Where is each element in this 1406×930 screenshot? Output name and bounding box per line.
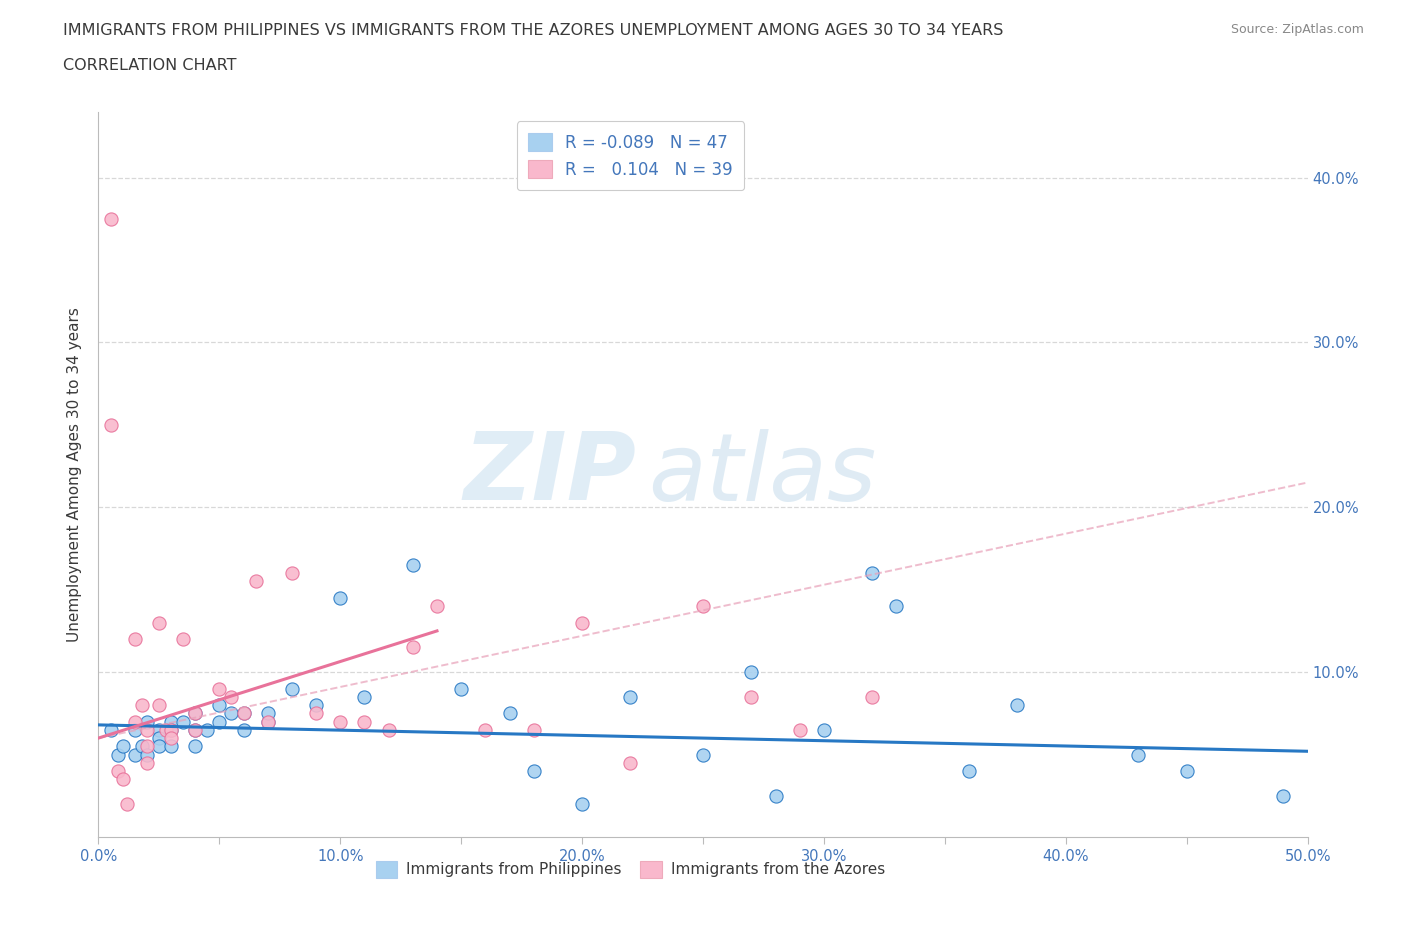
Point: [765, 789, 787, 804]
Point: [107, 764, 129, 778]
Point: [135, 723, 157, 737]
Point: [124, 631, 146, 646]
Point: [619, 755, 641, 770]
Point: [281, 681, 304, 696]
Point: [1007, 698, 1029, 712]
Point: [184, 706, 207, 721]
Point: [813, 723, 835, 737]
Point: [100, 723, 122, 737]
Text: atlas: atlas: [648, 429, 877, 520]
Point: [135, 747, 157, 762]
Point: [232, 706, 254, 721]
Point: [402, 640, 425, 655]
Point: [523, 764, 546, 778]
Point: [107, 747, 129, 762]
Point: [184, 723, 207, 737]
Point: [1175, 764, 1198, 778]
Point: [232, 706, 254, 721]
Point: [160, 738, 183, 753]
Text: CORRELATION CHART: CORRELATION CHART: [63, 58, 236, 73]
Point: [571, 616, 593, 631]
Point: [256, 714, 278, 729]
Point: [281, 565, 304, 580]
Point: [886, 599, 908, 614]
Text: Source: ZipAtlas.com: Source: ZipAtlas.com: [1230, 23, 1364, 36]
Point: [131, 698, 153, 712]
Point: [131, 738, 153, 753]
Point: [100, 418, 122, 432]
Point: [172, 631, 194, 646]
Point: [692, 747, 714, 762]
Point: [377, 723, 399, 737]
Point: [135, 714, 157, 729]
Point: [256, 706, 278, 721]
Point: [232, 723, 254, 737]
Point: [305, 698, 328, 712]
Point: [523, 723, 546, 737]
Point: [124, 714, 146, 729]
Point: [692, 599, 714, 614]
Point: [184, 723, 207, 737]
Point: [402, 557, 425, 572]
Point: [789, 723, 811, 737]
Point: [148, 731, 170, 746]
Point: [172, 714, 194, 729]
Point: [111, 738, 134, 753]
Text: IMMIGRANTS FROM PHILIPPINES VS IMMIGRANTS FROM THE AZORES UNEMPLOYMENT AMONG AGE: IMMIGRANTS FROM PHILIPPINES VS IMMIGRANT…: [63, 23, 1004, 38]
Point: [148, 723, 170, 737]
Point: [619, 689, 641, 704]
Point: [474, 723, 496, 737]
Point: [208, 698, 231, 712]
Point: [148, 738, 170, 753]
Point: [124, 723, 146, 737]
Point: [450, 681, 472, 696]
Point: [957, 764, 980, 778]
Point: [184, 706, 207, 721]
Point: [208, 714, 231, 729]
Point: [195, 723, 218, 737]
Point: [353, 689, 375, 704]
Text: ZIP: ZIP: [464, 429, 637, 520]
Point: [256, 714, 278, 729]
Point: [353, 714, 375, 729]
Point: [160, 714, 183, 729]
Point: [160, 723, 183, 737]
Point: [329, 714, 352, 729]
Point: [740, 689, 762, 704]
Point: [148, 616, 170, 631]
Point: [184, 738, 207, 753]
Point: [571, 797, 593, 812]
Point: [160, 723, 183, 737]
Point: [124, 747, 146, 762]
Point: [160, 731, 183, 746]
Point: [426, 599, 449, 614]
Point: [100, 211, 122, 226]
Point: [155, 723, 177, 737]
Point: [221, 706, 243, 721]
Legend: Immigrants from Philippines, Immigrants from the Azores: Immigrants from Philippines, Immigrants …: [370, 855, 891, 884]
Point: [135, 738, 157, 753]
Point: [111, 772, 134, 787]
Point: [305, 706, 328, 721]
Point: [135, 755, 157, 770]
Point: [148, 698, 170, 712]
Point: [498, 706, 520, 721]
Point: [1272, 789, 1295, 804]
Point: [329, 591, 352, 605]
Point: [860, 565, 883, 580]
Point: [1128, 747, 1150, 762]
Point: [221, 689, 243, 704]
Y-axis label: Unemployment Among Ages 30 to 34 years: Unemployment Among Ages 30 to 34 years: [67, 307, 83, 642]
Point: [860, 689, 883, 704]
Point: [208, 681, 231, 696]
Point: [117, 797, 139, 812]
Point: [245, 574, 267, 589]
Point: [740, 665, 762, 680]
